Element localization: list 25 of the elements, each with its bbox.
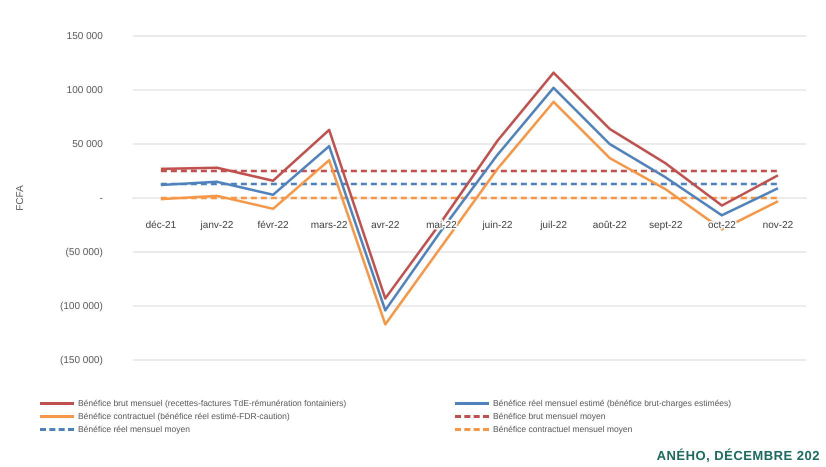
legend-label: Bénéfice contractuel mensuel moyen: [493, 424, 632, 434]
x-tick-label: nov-22: [762, 220, 794, 231]
y-tick-label: -: [99, 192, 103, 204]
legend-label: Bénéfice réel mensuel estimé (bénéfice brut-charges estimées): [493, 398, 732, 408]
x-tick-label: août-22: [592, 220, 628, 231]
y-tick-label: 150 000: [66, 30, 104, 42]
x-tick-label: févr-22: [257, 220, 290, 231]
x-tick-label: avr-22: [371, 220, 400, 231]
legend-label: Bénéfice réel mensuel moyen: [78, 424, 190, 434]
x-tick-label: déc-21: [146, 220, 177, 231]
legend-label: Bénéfice contractuel (bénéfice réel estimé-FDR-caution): [78, 411, 290, 421]
y-tick-label: (100 000): [60, 300, 103, 312]
legend-label: Bénéfice brut mensuel moyen: [493, 411, 606, 421]
y-axis-title: FCFA: [14, 184, 26, 211]
text: ANÉHO, DÉCEMBRE 202: [656, 448, 820, 463]
y-tick-label: (150 000): [60, 354, 103, 366]
x-tick-label: juin-22: [481, 220, 513, 231]
x-tick-label: mars-22: [310, 220, 348, 231]
x-tick-label: sept-22: [649, 220, 683, 231]
y-tick-label: (50 000): [66, 246, 103, 258]
y-tick-label: 50 000: [72, 138, 104, 150]
y-tick-label: 100 000: [66, 84, 104, 96]
x-tick-label: janv-22: [200, 220, 234, 231]
x-tick-label: juil-22: [539, 220, 568, 231]
legend-label: Bénéfice brut mensuel (recettes-factures TdE-rémunération fontainiers): [78, 398, 346, 408]
